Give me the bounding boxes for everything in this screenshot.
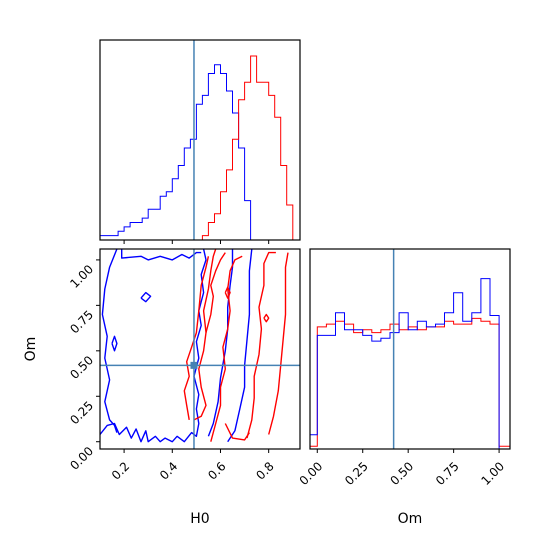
contour-blue-0 <box>100 249 207 443</box>
contour-blue-3 <box>207 249 234 437</box>
tick-label-om-x-2: 0.50 <box>388 459 417 488</box>
contour-red-13 <box>224 423 250 441</box>
x-axis-label-h0: H0 <box>190 511 209 527</box>
contour-red-7 <box>193 249 217 421</box>
contour-blue-6 <box>140 291 152 303</box>
contour-blue-4 <box>227 249 253 443</box>
contour-red-9 <box>205 252 226 333</box>
tick-label-h0-3: 0.8 <box>253 459 276 482</box>
tick-label-h0-1: 0.4 <box>157 459 180 482</box>
frame-histogram-h0 <box>99 39 301 241</box>
contour-red-15 <box>263 313 270 323</box>
x-axis-label-om: Om <box>398 511 423 527</box>
contour-red-10 <box>210 255 243 442</box>
contours <box>100 249 289 443</box>
tick-label-om-y-0: 0.00 <box>67 444 96 473</box>
y-axis-label-om: Om <box>23 337 39 362</box>
histogram-om-red <box>310 317 510 449</box>
tick-label-om-x-4: 1.00 <box>478 459 507 488</box>
contour-blue-5 <box>111 335 118 352</box>
frame-histogram-om <box>309 248 511 450</box>
contour-red-14 <box>224 286 231 299</box>
tick-label-om-y-1: 0.25 <box>67 398 96 427</box>
histogram-om-series <box>310 278 510 449</box>
contour-red-8 <box>183 256 210 421</box>
truth-marker <box>190 361 198 369</box>
tick-label-om-y-2: 0.50 <box>67 353 96 382</box>
histogram-h0-series <box>100 55 299 240</box>
panel-histogram-om: 0.00 0.25 0.50 0.75 1.00 <box>297 248 511 488</box>
histogram-h0-red <box>100 55 299 240</box>
contour-red-11 <box>246 251 276 439</box>
axis-labels: Om H0 Om <box>23 337 422 527</box>
tick-label-om-x-3: 0.75 <box>433 459 462 488</box>
histogram-om-blue <box>310 278 510 449</box>
frame-2d <box>99 248 301 450</box>
panel-2d-h0-om: 0.2 0.4 0.6 0.8 0.00 0.25 0.50 0.75 1.00 <box>67 248 301 483</box>
panel-histogram-h0 <box>99 39 301 244</box>
contour-red-12 <box>268 252 289 435</box>
tick-label-om-y-4: 1.00 <box>67 262 96 291</box>
tick-label-om-x-0: 0.00 <box>297 459 326 488</box>
tick-label-h0-0: 0.2 <box>109 459 132 482</box>
tick-label-om-y-3: 0.75 <box>67 308 96 337</box>
tick-label-om-x-1: 0.25 <box>342 459 371 488</box>
tick-label-h0-2: 0.6 <box>205 459 228 482</box>
contour-blue-2 <box>121 249 202 261</box>
contour-blue-1 <box>101 249 118 433</box>
